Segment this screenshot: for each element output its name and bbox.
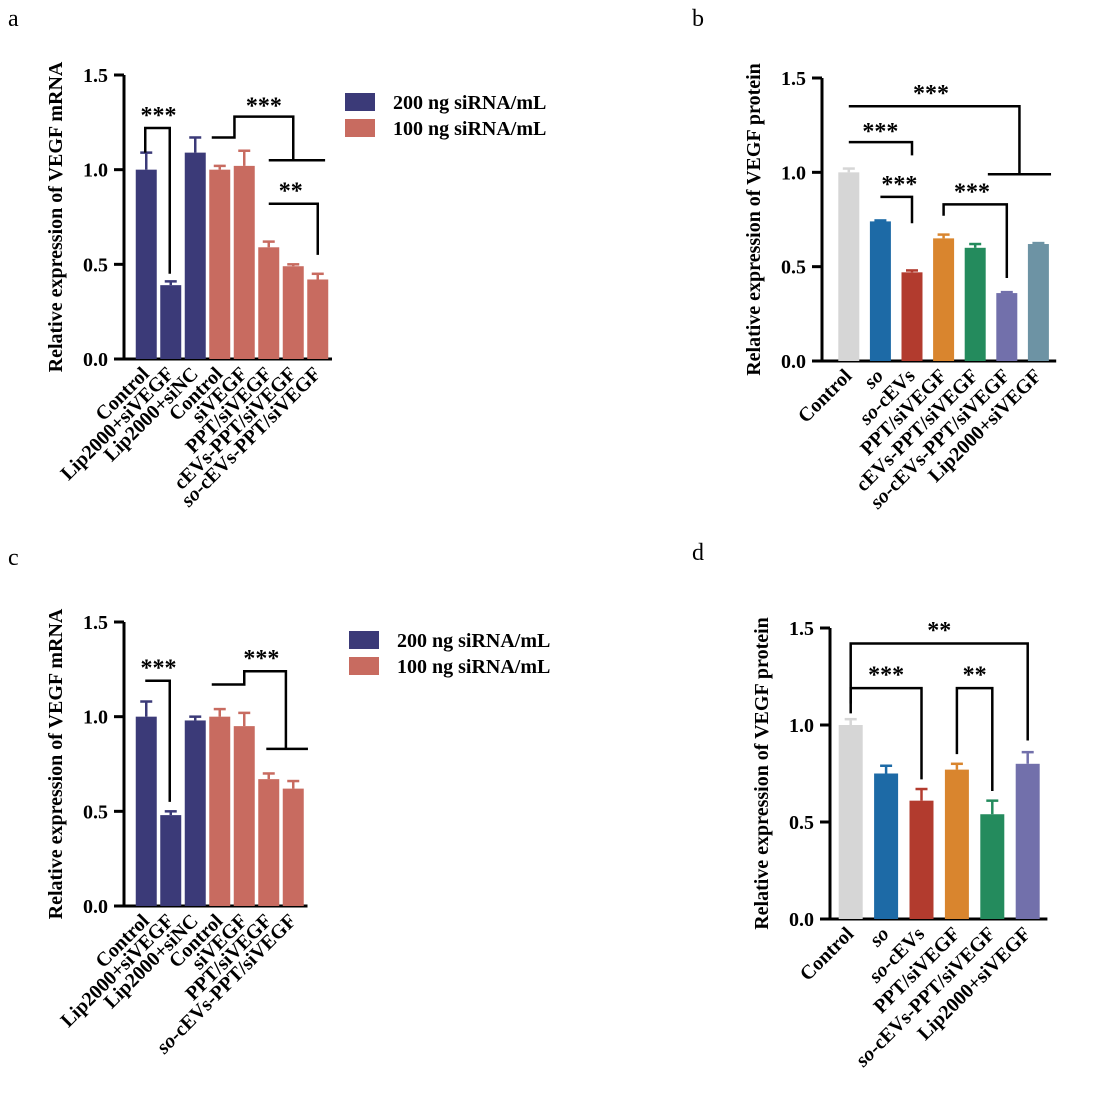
- significance-label: **: [279, 179, 303, 205]
- y-tick-label: 1.5: [83, 612, 108, 634]
- bar: [282, 266, 304, 359]
- significance-label: ***: [881, 172, 917, 198]
- bar: [184, 152, 206, 359]
- chart-panel-b: b 0.0 0.5 1.0 1.5 Relative expression of VEGF…: [692, 6, 1057, 514]
- legend-label: 200 ng siRNA/mL: [397, 630, 550, 652]
- legend-swatch: [345, 119, 375, 137]
- bar: [838, 725, 863, 919]
- significance-bracket: [848, 140, 914, 156]
- bar: [233, 726, 255, 906]
- y-tick-label: 0.5: [781, 257, 806, 279]
- bar: [209, 716, 231, 906]
- y-tick-label: 0.0: [83, 349, 108, 371]
- significance-bracket: [144, 126, 171, 274]
- y-tick-label: 0.5: [83, 254, 108, 276]
- legend-swatch: [349, 657, 379, 675]
- bar: [980, 814, 1005, 919]
- y-tick-label: 0.0: [789, 909, 814, 931]
- y-tick-label: 0.5: [83, 801, 108, 823]
- significance-label: ***: [868, 663, 904, 689]
- chart-panel-a: a 0.0 0.5 1.0 1.5 Relative expression of VEGF…: [8, 6, 546, 512]
- y-tick-label: 1.0: [83, 707, 108, 729]
- y-axis-label: Relative expression of VEGF protein: [743, 63, 765, 376]
- y-axis-label: Relative expression of VEGF protein: [751, 617, 773, 930]
- y-tick-label: 1.5: [781, 68, 806, 90]
- bar: [869, 221, 891, 361]
- bar: [1015, 763, 1040, 919]
- y-tick-label: 1.5: [789, 618, 814, 640]
- y-tick-label: 0.5: [789, 812, 814, 834]
- bar: [209, 169, 231, 359]
- chart-panel-c: c 0.0 0.5 1.0 1.5 Relative expression of VEGF…: [8, 545, 550, 1059]
- panel-letter: a: [8, 6, 19, 32]
- significance-label: ***: [913, 81, 949, 107]
- bar: [258, 779, 280, 906]
- bar: [901, 272, 923, 361]
- bar: [944, 769, 969, 919]
- y-tick-label: 1.0: [789, 715, 814, 737]
- bar: [160, 285, 182, 359]
- x-tick-label: Lip2000+siVEGF: [56, 910, 178, 1032]
- panel-letter: c: [8, 545, 19, 571]
- chart-panel-d: d 0.0 0.5 1.0 1.5 Relative expression of VEGF…: [692, 540, 1048, 1072]
- y-tick-label: 1.0: [83, 160, 108, 182]
- significance-label: ***: [141, 103, 177, 129]
- significance-bracket: [880, 195, 914, 224]
- x-tick-label: Lip2000+siVEGF: [56, 363, 178, 485]
- bar: [838, 172, 860, 361]
- x-tick-label: Control: [796, 923, 859, 986]
- y-tick-label: 0.0: [781, 351, 806, 373]
- bar: [135, 169, 157, 359]
- significance-bracket: [211, 669, 288, 749]
- bar: [909, 800, 934, 919]
- bar: [160, 815, 182, 906]
- y-tick-label: 0.0: [83, 896, 108, 918]
- significance-bracket: [955, 686, 994, 791]
- bar: [282, 788, 304, 906]
- significance-bracket: [849, 642, 1029, 741]
- panel-letter: b: [692, 6, 704, 32]
- bar: [964, 247, 986, 361]
- bar: [996, 293, 1018, 361]
- bar: [874, 773, 899, 919]
- bar: [135, 716, 157, 906]
- significance-label: ***: [243, 646, 279, 672]
- legend-label: 200 ng siRNA/mL: [393, 92, 546, 114]
- significance-label: **: [963, 663, 987, 689]
- bar: [184, 720, 206, 906]
- legend-label: 100 ng siRNA/mL: [393, 118, 546, 140]
- bar: [307, 279, 329, 359]
- significance-bracket: [849, 686, 923, 780]
- legend-swatch: [345, 93, 375, 111]
- y-axis-label: Relative expression of VEGF mRNA: [45, 61, 67, 372]
- bar: [258, 247, 280, 359]
- significance-label: ***: [954, 179, 990, 205]
- y-tick-label: 1.0: [781, 162, 806, 184]
- significance-label: ***: [141, 656, 177, 682]
- significance-label: ***: [246, 93, 282, 119]
- bar: [233, 165, 255, 359]
- legend-swatch: [349, 631, 379, 649]
- significance-bracket: [268, 202, 319, 255]
- significance-label: ***: [862, 119, 898, 145]
- significance-bracket: [211, 115, 295, 161]
- significance-bracket: [145, 679, 171, 802]
- significance-bracket: [942, 203, 1009, 278]
- y-axis-label: Relative expression of VEGF mRNA: [45, 608, 67, 919]
- x-tick-label: Control: [794, 365, 857, 428]
- legend-label: 100 ng siRNA/mL: [397, 656, 550, 678]
- significance-bracket: [848, 105, 1021, 175]
- bar: [933, 238, 955, 361]
- y-tick-label: 1.5: [83, 65, 108, 87]
- bar: [1027, 244, 1049, 361]
- panel-letter: d: [692, 540, 704, 566]
- significance-label: **: [927, 618, 951, 644]
